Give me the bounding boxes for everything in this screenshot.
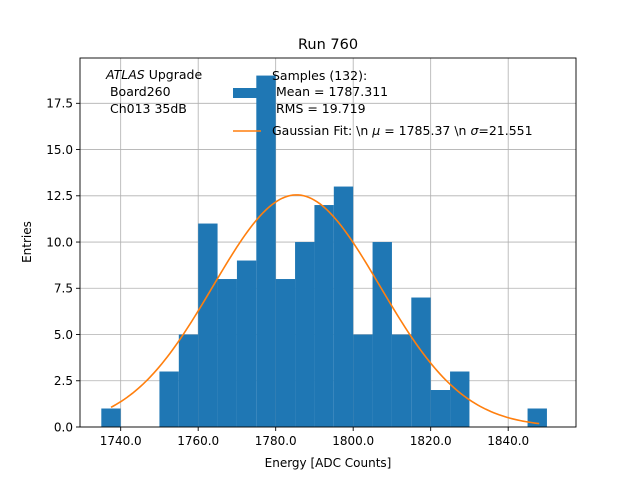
y-axis-label: Entries [20,221,34,263]
x-tick-label: 1820.0 [410,434,452,448]
histogram-bar [372,242,392,427]
histogram-bar [353,334,373,427]
x-tick-label: 1760.0 [177,434,219,448]
atlas-annotation: ATLAS Upgrade Board260 Ch013 35dB [105,67,202,116]
x-tick-label: 1740.0 [100,434,142,448]
y-tick-label: 17.5 [46,97,73,111]
y-tick-label: 7.5 [54,282,73,296]
histogram-bar [333,186,354,427]
histogram-bar [198,223,218,427]
histogram-bar [178,334,199,427]
y-tick-label: 0.0 [54,420,73,434]
x-tick-label: 1780.0 [255,434,297,448]
histogram-bar [101,408,121,427]
legend: Samples (132): Mean = 1787.311 RMS = 19.… [233,68,533,138]
histogram-bar [217,279,237,427]
chart-title: Run 760 [298,37,358,53]
annotation-board: Board260 [106,84,171,99]
ticks-layer: 1740.0 1760.0 1780.0 1800.0 1820.0 1840.0 0.0 2… [46,97,529,448]
legend-hist-line-3: RMS = 19.719 [272,101,366,116]
histogram-bar [159,371,179,427]
histogram-bar [527,408,547,427]
annotation-upgrade: Upgrade [145,67,203,82]
annotation-channel: Ch013 35dB [106,101,187,116]
x-axis-label: Energy [ADC Counts] [265,456,392,470]
x-tick-label: 1800.0 [332,434,374,448]
y-tick-label: 10.0 [46,235,73,249]
histogram-bar [391,334,412,427]
histogram-bar [411,297,431,427]
fit-layer [110,194,540,425]
legend-hist-line-2: Mean = 1787.311 [272,84,388,99]
axes-frame [79,57,577,428]
bars-layer [101,75,547,428]
annotation-atlas-italic: ATLAS [105,67,145,82]
svg-text:ATLAS Upgrade: ATLAS Upgrade [105,67,202,82]
histogram-bar [275,279,296,427]
histogram-bar [314,205,334,427]
histogram-bar [256,75,276,428]
histogram-bar [430,390,451,427]
histogram-bar [236,260,257,427]
y-tick-label: 12.5 [46,189,73,203]
histogram-bar [450,371,470,427]
histogram-bar [295,242,315,427]
x-tick-label: 1840.0 [487,434,529,448]
y-tick-label: 5.0 [54,328,73,342]
gaussian-fit-curve [110,194,540,425]
y-tick-label: 2.5 [54,374,73,388]
legend-fit-label: Gaussian Fit: \n μ = 1785.37 \n σ=21.551 [272,123,533,138]
y-tick-label: 15.0 [46,143,73,157]
legend-hist-swatch [233,88,261,98]
legend-hist-line-1: Samples (132): [272,68,367,83]
